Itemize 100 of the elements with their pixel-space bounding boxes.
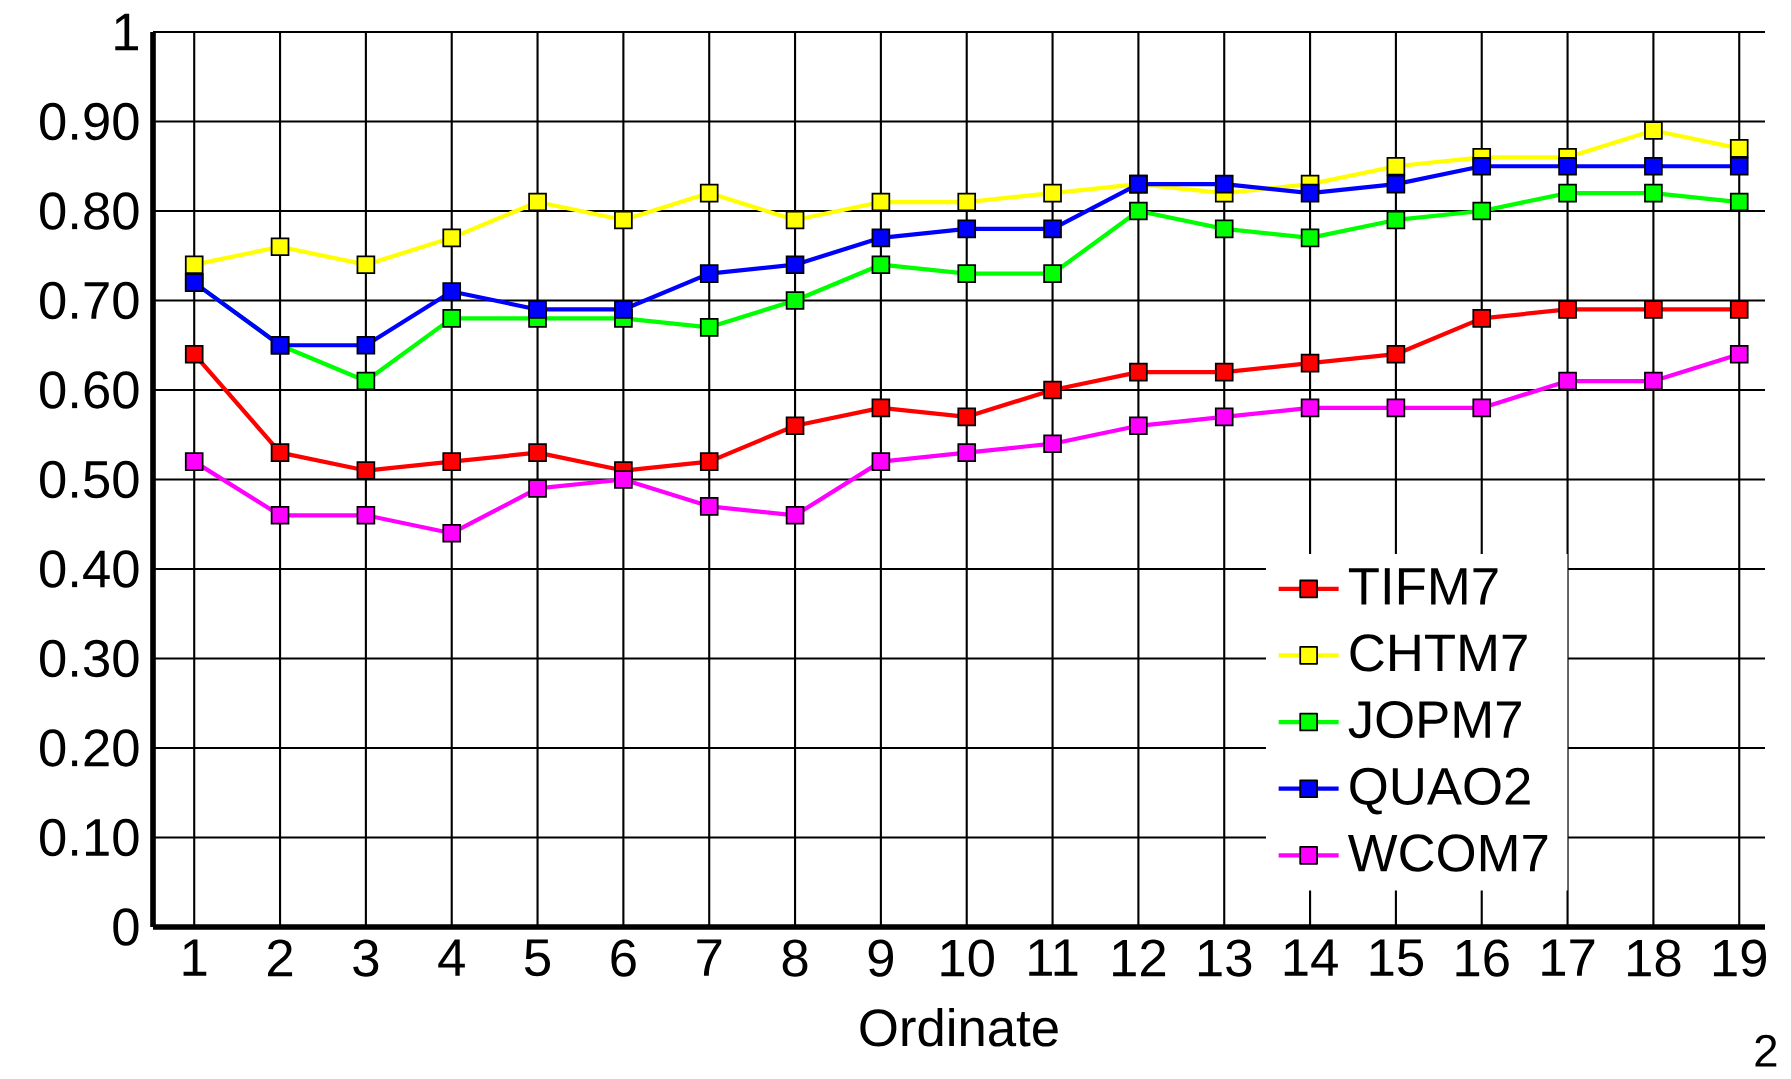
point — [1729, 139, 1749, 158]
point — [528, 192, 547, 212]
point — [1644, 121, 1663, 140]
point — [614, 210, 633, 230]
x-tick-label: 11 — [1029, 939, 1078, 976]
y-tick-label: 0.40 — [40, 550, 139, 588]
point — [1214, 362, 1234, 382]
point — [1129, 416, 1148, 436]
point — [1300, 398, 1320, 418]
point — [1386, 344, 1406, 364]
point — [1214, 174, 1234, 194]
y-tick-label: 0.30 — [40, 639, 139, 678]
point — [871, 192, 891, 212]
point — [1043, 264, 1062, 283]
point — [1472, 201, 1492, 221]
point — [1386, 210, 1406, 230]
point — [871, 228, 891, 248]
point — [528, 300, 547, 319]
point — [699, 183, 719, 203]
x-tick-label: 15 — [1370, 939, 1424, 977]
point — [957, 264, 977, 283]
point — [1386, 398, 1406, 418]
point — [1214, 407, 1234, 427]
point — [1386, 156, 1406, 176]
point — [1386, 174, 1406, 194]
point — [184, 344, 204, 364]
x-tick-label: 18 — [1628, 939, 1681, 977]
point — [1644, 371, 1663, 391]
legend-label: CHTM7 — [1350, 634, 1527, 672]
point — [356, 505, 376, 525]
point — [699, 264, 719, 283]
point — [270, 237, 290, 257]
point — [356, 461, 376, 480]
point — [1129, 201, 1148, 221]
point — [1129, 362, 1148, 382]
point — [184, 255, 204, 275]
point — [184, 452, 204, 471]
point — [1300, 183, 1320, 203]
point — [1644, 183, 1663, 203]
point — [1644, 156, 1663, 176]
point — [1729, 344, 1749, 364]
point — [785, 416, 805, 436]
x-tick-label: 17 — [1542, 939, 1595, 976]
x-axis-title: Ordinate — [860, 1007, 1058, 1047]
point — [614, 300, 633, 319]
point — [957, 219, 977, 239]
point — [785, 210, 805, 230]
x-tick-label: 16 — [1456, 939, 1509, 977]
y-tick-label: 0.60 — [40, 371, 139, 409]
point — [1729, 156, 1749, 176]
point — [442, 309, 462, 328]
legend-label: JOPM7 — [1348, 700, 1521, 739]
point — [1300, 228, 1320, 248]
point — [442, 523, 462, 543]
x-tick-label: 19 — [1713, 939, 1767, 977]
point — [785, 291, 805, 310]
legend-label: TIFM7 — [1348, 568, 1498, 605]
point — [442, 282, 462, 301]
point — [356, 335, 376, 355]
x-tick-label: 4 — [438, 939, 465, 976]
point — [871, 452, 891, 471]
y-tick-label: 0 — [113, 908, 139, 946]
y-tick-label: 1 — [115, 13, 139, 51]
point — [442, 228, 462, 248]
point — [1043, 380, 1062, 400]
point — [699, 497, 719, 516]
point — [1472, 398, 1492, 418]
point — [1729, 192, 1749, 212]
legend-label: QUAO2 — [1350, 767, 1530, 815]
y-tick-label: 0.70 — [40, 281, 139, 320]
y-tick-label: 0.90 — [40, 102, 139, 141]
point — [957, 192, 977, 212]
point — [1558, 156, 1577, 176]
x-tick-label: 8 — [782, 939, 808, 977]
point — [1472, 156, 1492, 176]
point — [356, 371, 376, 391]
point — [1300, 353, 1320, 373]
x-tick-label: 7 — [697, 939, 722, 976]
x-tick-label: 13 — [1198, 939, 1252, 977]
x-tick-label: 9 — [868, 939, 894, 977]
x-tick-label: 3 — [353, 939, 379, 977]
point — [270, 443, 290, 462]
point — [1558, 183, 1577, 203]
x-tick-label: 14 — [1284, 939, 1338, 976]
point — [957, 443, 977, 462]
point — [785, 505, 805, 525]
x-tick-label: 10 — [941, 939, 994, 977]
point — [1043, 183, 1062, 203]
point — [528, 479, 547, 498]
x-tick-label: 6 — [611, 939, 636, 977]
point — [785, 255, 805, 275]
x-tick-label: 5 — [524, 939, 551, 977]
point — [1043, 434, 1062, 454]
point — [699, 452, 719, 471]
point — [442, 452, 462, 471]
point — [1214, 219, 1234, 239]
x-tick-label: 2 — [268, 939, 293, 977]
point — [614, 470, 633, 489]
point — [1043, 219, 1062, 239]
x-tick-label: 1 — [183, 939, 207, 976]
